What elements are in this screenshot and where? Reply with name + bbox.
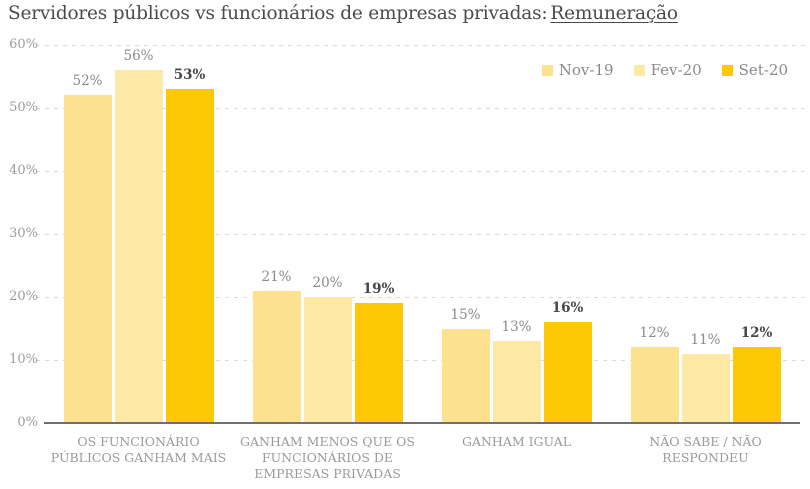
y-axis-tick-label: 50% (9, 100, 38, 115)
bar-fev-20 (681, 353, 730, 423)
gridline (36, 297, 805, 298)
legend-item-set-20: Set-20 (721, 61, 788, 79)
bar-value-label: 52% (72, 73, 103, 90)
legend-label: Set-20 (738, 61, 788, 79)
bar-fev-20 (492, 341, 541, 423)
bar-set-20 (165, 89, 214, 423)
chart-title-main: Servidores públicos vs funcionários de e… (8, 3, 548, 24)
bar-nov-19 (63, 95, 112, 423)
y-axis-tick-label: 30% (9, 226, 38, 241)
chart-title: Servidores públicos vs funcionários de e… (8, 3, 678, 24)
y-axis-tick-label: 40% (9, 163, 38, 178)
bar-value-label: 13% (501, 319, 532, 336)
gridline (36, 171, 805, 172)
gridline (36, 234, 805, 235)
y-axis-tick-label: 60% (9, 37, 38, 52)
bar-value-label: 15% (450, 306, 481, 323)
x-axis-category-label: OS FUNCIONÁRIO PÚBLICOS GANHAM MAIS (50, 434, 227, 465)
legend-item-fev-20: Fev-20 (633, 61, 702, 79)
bar-value-label: 21% (261, 268, 292, 285)
gridline (36, 45, 805, 46)
bar-fev-20 (114, 70, 163, 423)
y-axis-tick-label: 0% (17, 415, 38, 430)
bar-set-20 (354, 303, 403, 423)
gridline (36, 360, 805, 361)
bar-nov-19 (630, 347, 679, 423)
legend: Nov-19 Fev-20 Set-20 (541, 61, 788, 79)
bar-value-label: 20% (312, 275, 343, 291)
x-axis-category-label: NÃO SABE / NÃO RESPONDEU (649, 434, 762, 465)
bar-set-20 (543, 322, 592, 423)
x-axis-category-label: GANHAM IGUAL (461, 434, 572, 449)
bar-value-label: 19% (362, 281, 395, 298)
bar-value-label: 12% (639, 325, 670, 342)
bar-value-label: 11% (690, 331, 721, 348)
legend-swatch-icon (721, 64, 733, 76)
bar-value-label: 56% (123, 48, 154, 65)
legend-swatch-icon (541, 64, 553, 76)
y-axis-tick-label: 20% (9, 289, 38, 304)
x-axis-category-label: GANHAM MENOS QUE OS FUNCIONÁRIOS DE EMPR… (240, 434, 415, 481)
x-axis-line (44, 422, 800, 424)
bar-value-label: 12% (740, 325, 773, 342)
bar-set-20 (732, 347, 781, 423)
bar-nov-19 (252, 290, 301, 423)
y-axis-tick-label: 10% (9, 352, 38, 367)
legend-label: Fev-20 (650, 61, 702, 79)
legend-label: Nov-19 (558, 61, 614, 79)
gridline (36, 108, 805, 109)
bar-value-label: 16% (551, 300, 584, 317)
legend-item-nov-19: Nov-19 (541, 61, 614, 79)
legend-swatch-icon (633, 64, 645, 76)
bar-value-label: 53% (173, 67, 206, 84)
bar-nov-19 (441, 328, 490, 423)
bar-fev-20 (303, 297, 352, 423)
chart-title-underlined: Remuneração (550, 3, 678, 24)
